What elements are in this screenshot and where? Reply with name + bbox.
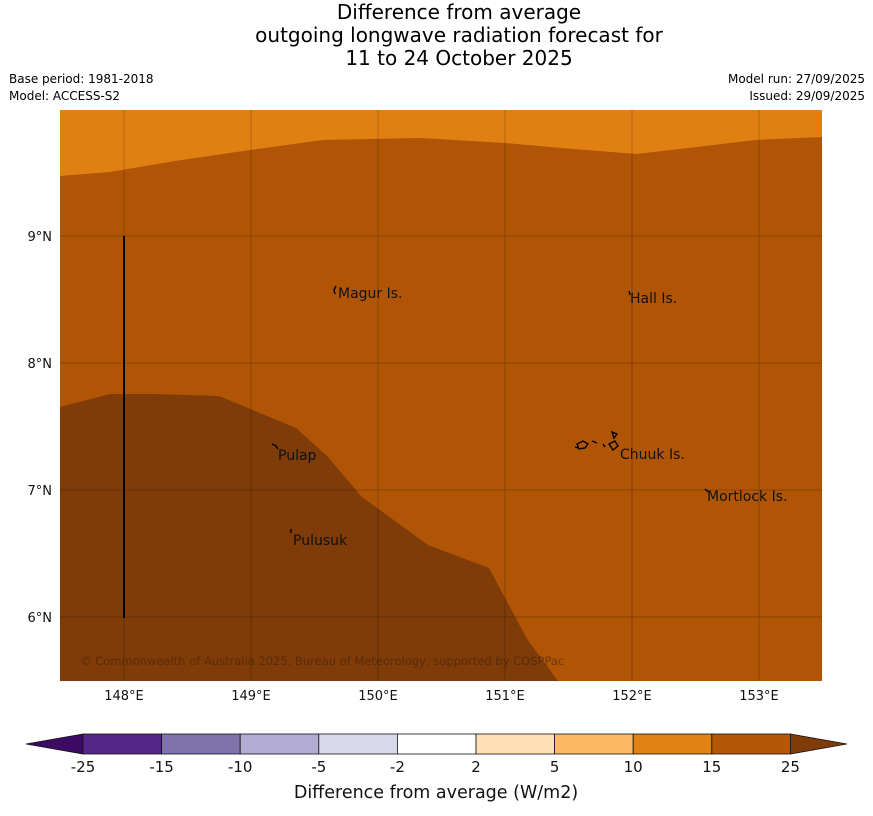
lat-label-7n: 7°N <box>28 484 53 499</box>
lon-label-151e: 151°E <box>485 689 525 704</box>
lat-label-9n: 9°N <box>28 230 53 245</box>
colorbar-tick: 2 <box>471 758 481 776</box>
title-line-2: outgoing longwave radiation forecast for <box>255 23 663 47</box>
colorbar-bin-3 <box>239 733 320 755</box>
colorbar-tick: 25 <box>781 758 800 776</box>
model-run: Model run: 27/09/2025 <box>727 72 865 86</box>
band-above-25 <box>60 394 558 681</box>
chuuk-lagoon-shape <box>574 430 619 452</box>
lon-label-150e: 150°E <box>358 689 398 704</box>
model-name: Model: ACCESS-S2 <box>9 89 121 103</box>
colorbar-bin-4 <box>318 733 398 755</box>
lon-label-149e: 149°E <box>231 689 271 704</box>
copyright-notice: © Commonwealth of Australia 2025, Bureau… <box>80 654 564 668</box>
lon-label-152e: 152°E <box>612 689 652 704</box>
colorbar-tick: 10 <box>624 758 643 776</box>
magur-island-shape <box>333 285 337 295</box>
colorbar-bin-9 <box>711 733 791 755</box>
lon-label-153e: 153°E <box>739 689 779 704</box>
lon-axis: 148°E 149°E 150°E 151°E 152°E 153°E <box>104 689 779 704</box>
colorbar-extend-high <box>790 733 848 755</box>
place-label-pulusuk: Pulusuk <box>293 533 348 549</box>
lat-axis: 9°N 8°N 7°N 6°N <box>28 230 53 626</box>
graticule <box>60 110 822 681</box>
place-label-magur: Magur Is. <box>338 286 403 302</box>
colorbar-label: Difference from average (W/m2) <box>294 783 578 803</box>
colorbar-bin-5 <box>396 733 477 755</box>
lon-label-148e: 148°E <box>104 689 144 704</box>
colorbar-ticks: -25 -15 -10 -5 -2 2 5 10 15 25 <box>71 758 800 776</box>
colorbar-bin-6 <box>475 733 555 755</box>
islands <box>271 285 709 533</box>
colorbar-tick: -10 <box>228 758 253 776</box>
issued-date: Issued: 29/09/2025 <box>749 89 865 103</box>
lat-label-8n: 8°N <box>28 357 53 372</box>
hall-island-shape <box>628 290 631 296</box>
colorbar-tick: 15 <box>702 758 721 776</box>
title-line-3: 11 to 24 October 2025 <box>345 46 573 70</box>
pulap-island-shape <box>271 443 279 450</box>
colorbar-bin-7 <box>554 733 634 755</box>
title-line-1: Difference from average <box>336 0 582 24</box>
colorbar-bin-8 <box>632 733 713 755</box>
colorbar-bin-2 <box>161 733 241 755</box>
colorbar-tick: -2 <box>390 758 405 776</box>
place-label-hall: Hall Is. <box>630 291 677 307</box>
map-panel: Magur Is. Hall Is. Pulap Chuuk Is. Mortl… <box>60 110 822 681</box>
place-label-mortlock: Mortlock Is. <box>707 489 787 505</box>
place-label-chuuk: Chuuk Is. <box>620 447 685 463</box>
colorbar-tick: -5 <box>311 758 326 776</box>
place-label-pulap: Pulap <box>278 448 317 464</box>
mortlock-island-shape <box>704 488 709 493</box>
colorbar-tick: -25 <box>71 758 96 776</box>
colorbar-bin-1 <box>82 733 162 755</box>
colorbar-tick: -15 <box>149 758 174 776</box>
colorbar-tick: 5 <box>550 758 560 776</box>
colorbar <box>25 733 848 755</box>
meta-left: Base period: 1981-2018 Model: ACCESS-S2 <box>9 71 154 105</box>
base-period: Base period: 1981-2018 <box>9 72 154 86</box>
lat-label-6n: 6°N <box>28 611 53 626</box>
colorbar-extend-low <box>25 733 84 755</box>
meta-right: Model run: 27/09/2025 Issued: 29/09/2025 <box>728 71 865 105</box>
